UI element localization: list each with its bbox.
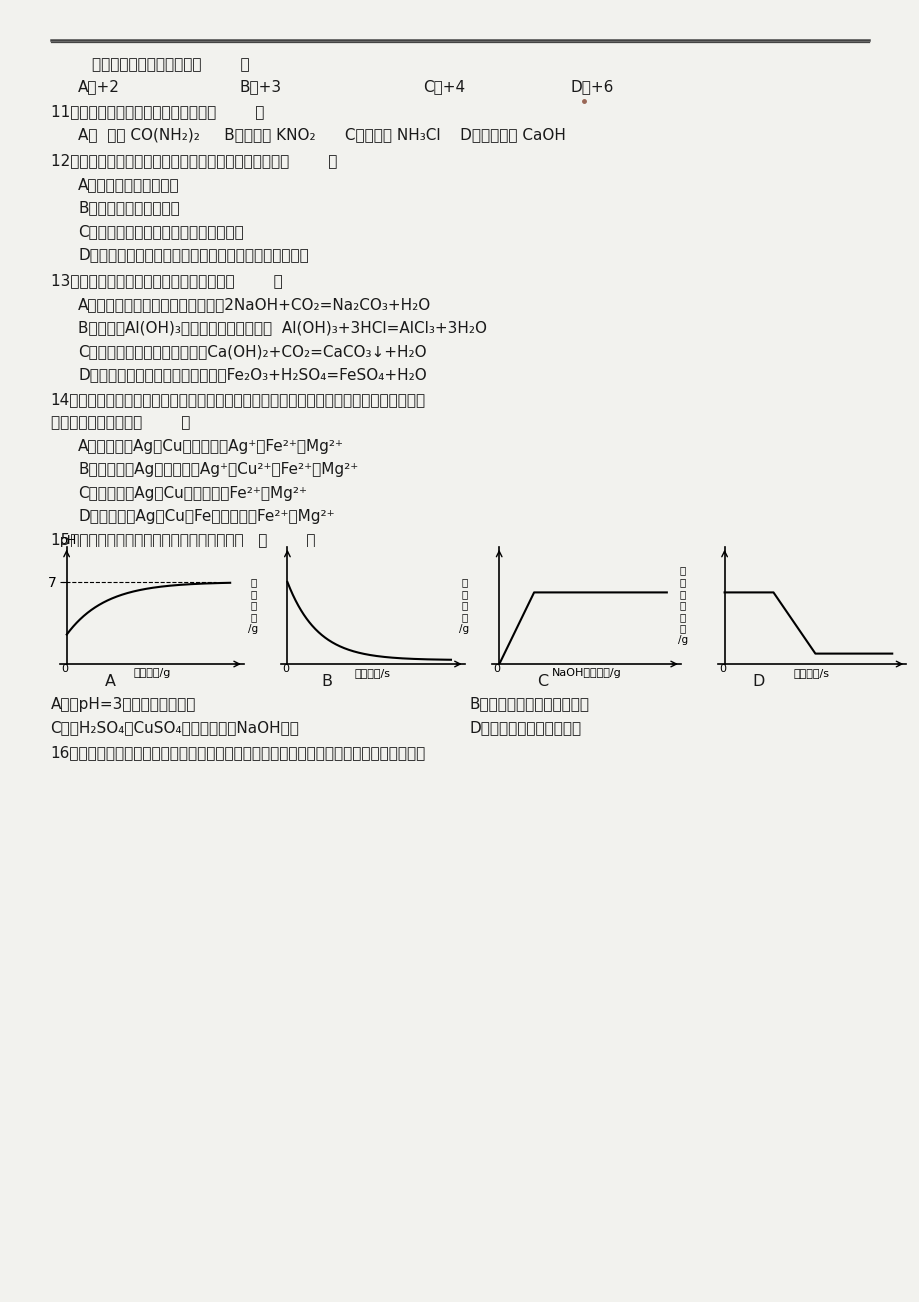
Text: 剩
余
固
体
质
量
/g: 剩 余 固 体 质 量 /g	[677, 565, 687, 646]
Text: 15．下列图像能正确反映所对应叙述关系的是   （        ）: 15．下列图像能正确反映所对应叙述关系的是 （ ）	[51, 533, 315, 548]
Text: C: C	[537, 674, 548, 690]
Text: 14．向硝酸银、硝酸铜、硝酸镁的混合溶液中加入一些铁粉，待完全反应后，再过滤。下列: 14．向硝酸银、硝酸铜、硝酸镁的混合溶液中加入一些铁粉，待完全反应后，再过滤。下…	[51, 392, 425, 408]
Text: 13．下列化学方程式与变化事实不符的是（        ）: 13．下列化学方程式与变化事实不符的是（ ）	[51, 273, 282, 289]
Text: D．+6: D．+6	[570, 79, 613, 95]
Text: D．用硫酸除去钢铁制品表面的锈：Fe₂O₃+H₂SO₄=FeSO₄+H₂O: D．用硫酸除去钢铁制品表面的锈：Fe₂O₃+H₂SO₄=FeSO₄+H₂O	[78, 367, 426, 383]
Text: 0: 0	[494, 664, 500, 674]
Text: 0: 0	[719, 664, 725, 674]
Text: C．滤纸上有Ag、Cu，滤液中有Fe²⁺、Mg²⁺: C．滤纸上有Ag、Cu，滤液中有Fe²⁺、Mg²⁺	[78, 486, 307, 501]
Text: C．+4: C．+4	[423, 79, 465, 95]
Text: 沉
淀
质
量
/g: 沉 淀 质 量 /g	[459, 577, 469, 634]
Text: 情况不可能存在的是（        ）: 情况不可能存在的是（ ）	[51, 415, 189, 431]
Text: C．向H₂SO₄和CuSO₄混合液中滴加NaOH溶液: C．向H₂SO₄和CuSO₄混合液中滴加NaOH溶液	[51, 720, 300, 736]
Text: A．+2: A．+2	[78, 79, 120, 95]
Text: A．二氧化碳用作灭火剂: A．二氧化碳用作灭火剂	[78, 177, 179, 193]
Text: 氢
气
质
量
/g: 氢 气 质 量 /g	[248, 577, 258, 634]
Text: D．二氧化碳参加绿色植物的光合作用可提高农作物产量: D．二氧化碳参加绿色植物的光合作用可提高农作物产量	[78, 247, 309, 263]
Text: B．+3: B．+3	[239, 79, 281, 95]
Text: A．向pH=3的溶液中不断加水: A．向pH=3的溶液中不断加水	[51, 697, 196, 712]
X-axis label: 反应时间/s: 反应时间/s	[793, 668, 829, 678]
X-axis label: NaOH溶液质量/g: NaOH溶液质量/g	[551, 668, 620, 678]
Text: 11．下列物质的化学式书写正确的是（        ）: 11．下列物质的化学式书写正确的是（ ）	[51, 104, 264, 120]
Text: 酸钾中铁元素的化合价是（        ）: 酸钾中铁元素的化合价是（ ）	[92, 57, 249, 73]
Text: pH: pH	[60, 535, 77, 548]
Text: B．服用含Al(OH)₃的药物治疗胃酸过多：  Al(OH)₃+3HCl=AlCl₃+3H₂O: B．服用含Al(OH)₃的药物治疗胃酸过多： Al(OH)₃+3HCl=AlCl…	[78, 320, 487, 336]
Text: B．向锌粒中逐渐加入稀硫酸: B．向锌粒中逐渐加入稀硫酸	[469, 697, 588, 712]
X-axis label: 加水的量/g: 加水的量/g	[133, 668, 170, 678]
Text: A．滤纸上有Ag、Cu，滤液中有Ag⁺、Fe²⁺、Mg²⁺: A．滤纸上有Ag、Cu，滤液中有Ag⁺、Fe²⁺、Mg²⁺	[78, 439, 344, 454]
Text: A: A	[105, 674, 116, 690]
Text: 0: 0	[61, 664, 68, 674]
Text: 16．为了除去下表物质中的杂质（括号内为杂质），所选试剂（过量）及操作方法均正确的: 16．为了除去下表物质中的杂质（括号内为杂质），所选试剂（过量）及操作方法均正确…	[51, 745, 425, 760]
Text: B．滤纸上有Ag，滤液中有Ag⁺、Cu²⁺、Fe²⁺、Mg²⁺: B．滤纸上有Ag，滤液中有Ag⁺、Cu²⁺、Fe²⁺、Mg²⁺	[78, 462, 358, 478]
Text: C．二氧化碳能用来生产汽水等碳酸饮料: C．二氧化碳能用来生产汽水等碳酸饮料	[78, 224, 244, 240]
X-axis label: 反应时间/s: 反应时间/s	[354, 668, 391, 678]
Text: D: D	[752, 674, 765, 690]
Text: D．煅烧一定质量的石灰石: D．煅烧一定质量的石灰石	[469, 720, 581, 736]
Text: B．干冰能用于人工降雨: B．干冰能用于人工降雨	[78, 201, 180, 216]
Text: A．  尿素 CO(NH₂)₂     B．硝酸钾 KNO₂      C．氯化铵 NH₃Cl    D．氢氧化钙 CaOH: A． 尿素 CO(NH₂)₂ B．硝酸钾 KNO₂ C．氯化铵 NH₃Cl D．…	[78, 128, 565, 143]
Text: A．敞口放置的氢氧化钠部分变质：2NaOH+CO₂=Na₂CO₃+H₂O: A．敞口放置的氢氧化钠部分变质：2NaOH+CO₂=Na₂CO₃+H₂O	[78, 297, 431, 312]
Text: 0: 0	[281, 664, 289, 674]
Text: 12．下列关于二氧化碳的用途只利用了其物理性质的是（        ）: 12．下列关于二氧化碳的用途只利用了其物理性质的是（ ）	[51, 154, 336, 169]
Text: B: B	[321, 674, 332, 690]
Text: D．滤纸上有Ag、Cu、Fe，滤液中有Fe²⁺、Mg²⁺: D．滤纸上有Ag、Cu、Fe，滤液中有Fe²⁺、Mg²⁺	[78, 509, 335, 525]
Text: C．石灰浆抹墙后，久之变硬：Ca(OH)₂+CO₂=CaCO₃↓+H₂O: C．石灰浆抹墙后，久之变硬：Ca(OH)₂+CO₂=CaCO₃↓+H₂O	[78, 344, 426, 359]
